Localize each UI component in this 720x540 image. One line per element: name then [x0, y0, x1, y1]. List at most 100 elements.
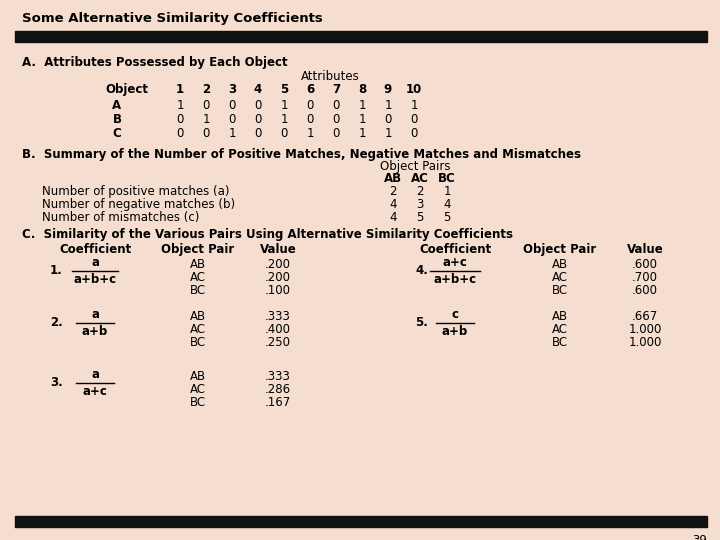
- Text: .100: .100: [265, 284, 291, 297]
- Text: .167: .167: [265, 396, 291, 409]
- Text: a: a: [91, 368, 99, 381]
- Text: 1: 1: [384, 99, 392, 112]
- Text: 9: 9: [384, 83, 392, 96]
- Text: AB: AB: [190, 258, 206, 271]
- Text: 2: 2: [416, 185, 424, 198]
- Text: 0: 0: [202, 99, 210, 112]
- Text: C.  Similarity of the Various Pairs Using Alternative Similarity Coefficients: C. Similarity of the Various Pairs Using…: [22, 228, 513, 241]
- Text: BC: BC: [438, 172, 456, 185]
- Text: 1: 1: [359, 113, 366, 126]
- Text: B: B: [112, 113, 122, 126]
- Text: Object: Object: [105, 83, 148, 96]
- Text: a+b+c: a+b+c: [433, 273, 477, 286]
- Text: 3: 3: [228, 83, 236, 96]
- Text: A: A: [112, 99, 122, 112]
- Text: 4: 4: [444, 198, 451, 211]
- Text: Number of positive matches (a): Number of positive matches (a): [42, 185, 230, 198]
- Text: 5: 5: [444, 211, 451, 224]
- Text: Object Pair: Object Pair: [523, 243, 597, 256]
- Text: .400: .400: [265, 323, 291, 336]
- Text: .700: .700: [632, 271, 658, 284]
- Text: c: c: [451, 308, 459, 321]
- Text: 1: 1: [228, 127, 235, 140]
- Text: 4: 4: [390, 198, 397, 211]
- Text: BC: BC: [190, 396, 206, 409]
- Text: Coefficient: Coefficient: [419, 243, 491, 256]
- Text: AC: AC: [552, 323, 568, 336]
- Text: 1.000: 1.000: [629, 336, 662, 349]
- Text: 0: 0: [228, 113, 235, 126]
- Text: Attributes: Attributes: [301, 70, 359, 83]
- Text: 1: 1: [359, 127, 366, 140]
- Text: 5.: 5.: [415, 316, 428, 329]
- Text: 0: 0: [280, 127, 288, 140]
- Text: 1: 1: [280, 99, 288, 112]
- Text: A.  Attributes Possessed by Each Object: A. Attributes Possessed by Each Object: [22, 56, 287, 69]
- Text: BC: BC: [190, 336, 206, 349]
- Text: 0: 0: [410, 113, 418, 126]
- Text: AC: AC: [411, 172, 429, 185]
- Text: AB: AB: [384, 172, 402, 185]
- Text: a+b: a+b: [442, 325, 468, 338]
- Text: .200: .200: [265, 271, 291, 284]
- Text: 0: 0: [254, 99, 261, 112]
- Text: a+c: a+c: [443, 256, 467, 269]
- Text: 1.: 1.: [50, 265, 63, 278]
- Text: .667: .667: [632, 310, 658, 323]
- Text: Coefficient: Coefficient: [59, 243, 131, 256]
- Text: 8: 8: [358, 83, 366, 96]
- Text: Number of negative matches (b): Number of negative matches (b): [42, 198, 235, 211]
- Text: AB: AB: [190, 310, 206, 323]
- Text: 3.: 3.: [50, 376, 63, 389]
- Text: 7: 7: [332, 83, 340, 96]
- Text: 0: 0: [254, 113, 261, 126]
- Text: Object Pairs: Object Pairs: [379, 160, 450, 173]
- Text: 39: 39: [692, 534, 707, 540]
- Text: C: C: [112, 127, 122, 140]
- Text: 1: 1: [444, 185, 451, 198]
- Text: BC: BC: [552, 336, 568, 349]
- Text: .333: .333: [265, 370, 291, 383]
- Text: 1: 1: [280, 113, 288, 126]
- Text: Some Alternative Similarity Coefficients: Some Alternative Similarity Coefficients: [22, 12, 323, 25]
- Text: .600: .600: [632, 284, 658, 297]
- Text: AC: AC: [552, 271, 568, 284]
- Text: 1: 1: [306, 127, 314, 140]
- Text: 1: 1: [384, 127, 392, 140]
- Text: 6: 6: [306, 83, 314, 96]
- Text: a: a: [91, 256, 99, 269]
- Text: 2.: 2.: [50, 316, 63, 329]
- Text: 2: 2: [202, 83, 210, 96]
- Text: a+b: a+b: [82, 325, 108, 338]
- Text: 1: 1: [176, 99, 184, 112]
- Bar: [15, 31, 707, 42]
- Text: 0: 0: [228, 99, 235, 112]
- Text: Number of mismatches (c): Number of mismatches (c): [42, 211, 199, 224]
- Text: 0: 0: [306, 99, 314, 112]
- Text: 0: 0: [176, 113, 184, 126]
- Text: AC: AC: [190, 383, 206, 396]
- Text: 1: 1: [410, 99, 418, 112]
- Text: 0: 0: [384, 113, 392, 126]
- Text: .200: .200: [265, 258, 291, 271]
- Text: AC: AC: [190, 323, 206, 336]
- Text: 1: 1: [202, 113, 210, 126]
- Text: 5: 5: [416, 211, 423, 224]
- Text: AB: AB: [552, 310, 568, 323]
- Text: 0: 0: [306, 113, 314, 126]
- Text: 0: 0: [333, 99, 340, 112]
- Text: a+c: a+c: [83, 385, 107, 398]
- Text: 0: 0: [202, 127, 210, 140]
- Text: BC: BC: [190, 284, 206, 297]
- Text: Value: Value: [260, 243, 297, 256]
- Text: 1: 1: [359, 99, 366, 112]
- Text: .333: .333: [265, 310, 291, 323]
- Text: AC: AC: [190, 271, 206, 284]
- Text: .250: .250: [265, 336, 291, 349]
- Text: .286: .286: [265, 383, 291, 396]
- Text: 5: 5: [280, 83, 288, 96]
- Text: 3: 3: [416, 198, 423, 211]
- Text: a+b+c: a+b+c: [73, 273, 117, 286]
- Text: 0: 0: [254, 127, 261, 140]
- Text: 2: 2: [390, 185, 397, 198]
